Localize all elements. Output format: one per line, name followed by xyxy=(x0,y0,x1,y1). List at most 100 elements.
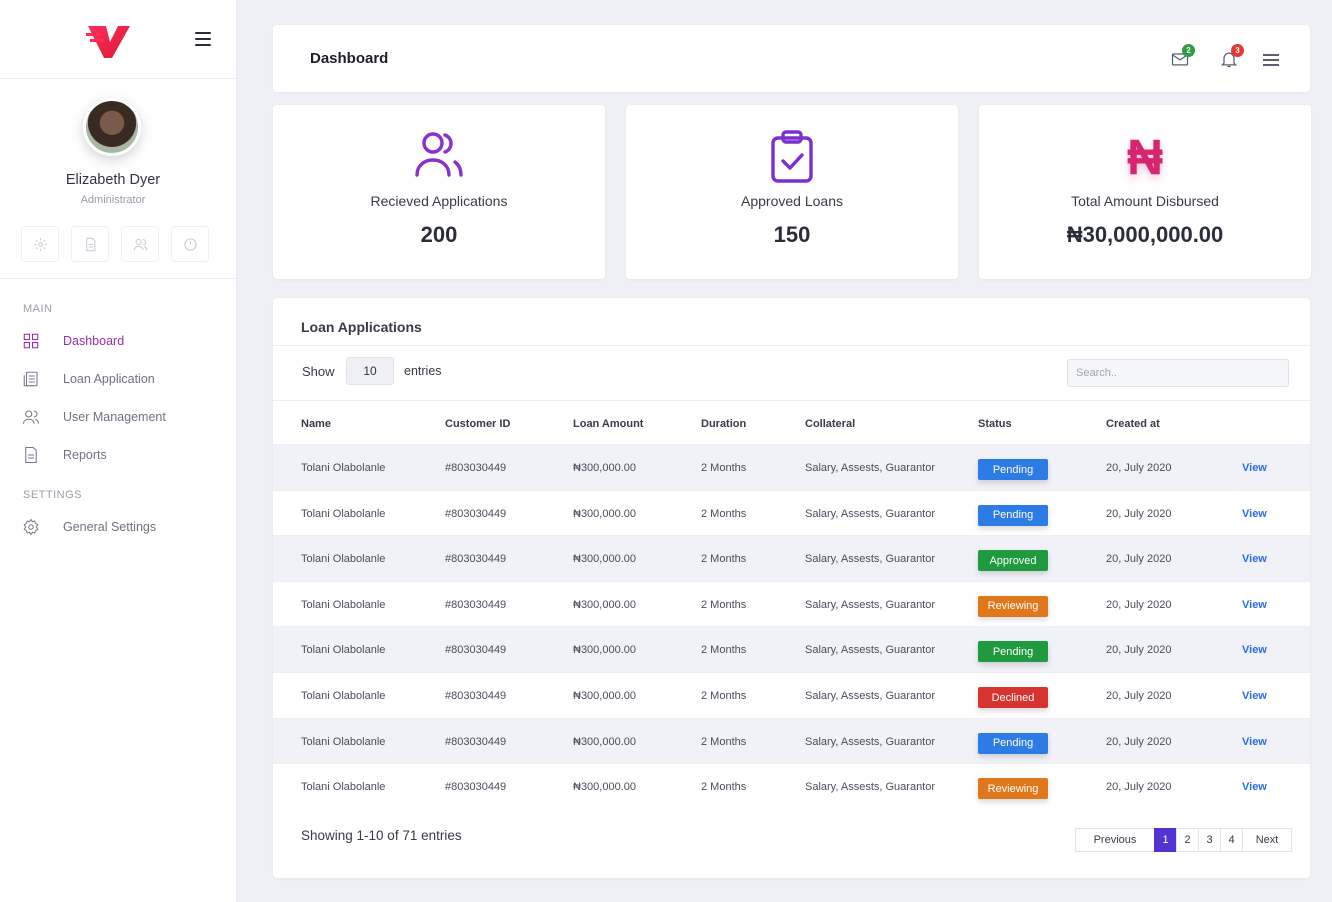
grid-icon xyxy=(23,333,39,349)
brand-logo[interactable] xyxy=(86,22,132,60)
sidebar-item-reports[interactable]: Reports xyxy=(22,446,107,464)
cell-collateral: Salary, Assests, Guarantor xyxy=(805,462,936,474)
cell-loan-amount: ₦300,000.00 xyxy=(573,598,636,611)
view-link[interactable]: View xyxy=(1242,462,1267,474)
stat-label: Approved Loans xyxy=(741,193,843,209)
cell-loan-amount: ₦300,000.00 xyxy=(573,735,636,748)
cell-created-at: 20, July 2020 xyxy=(1106,644,1172,657)
column-header-loan-amount[interactable]: Loan Amount xyxy=(573,418,644,430)
status-badge: Reviewing xyxy=(978,778,1048,800)
cell-name: Tolani Olabolanle xyxy=(301,507,386,520)
cell-duration: 2 Months xyxy=(701,462,747,474)
status-badge: Pending xyxy=(978,732,1048,754)
naira-icon: ₦ xyxy=(1126,129,1164,185)
page-3-button[interactable]: 3 xyxy=(1198,828,1221,852)
view-link[interactable]: View xyxy=(1242,735,1267,748)
table-row: Tolani Olabolanle #803030449 ₦300,000.00 2 … xyxy=(273,763,1310,809)
cell-collateral: Salary, Assests, Guarantor xyxy=(805,644,936,657)
cell-loan-amount: ₦300,000.00 xyxy=(573,462,636,474)
stat-value: ₦30,000,000.00 xyxy=(1066,222,1224,247)
gear-icon xyxy=(23,518,39,536)
column-header-status[interactable]: Status xyxy=(978,418,1012,430)
search-input[interactable] xyxy=(1067,359,1289,387)
table-header: Name Customer ID Loan Amount Duration Co… xyxy=(273,400,1310,444)
status-badge: Pending xyxy=(978,641,1048,663)
user-name: Elizabeth Dyer xyxy=(65,172,161,188)
entries-select[interactable]: 10 xyxy=(346,357,394,385)
header-menu-button[interactable] xyxy=(1263,54,1279,66)
page-2-button[interactable]: 2 xyxy=(1176,828,1199,852)
column-header-customer-id[interactable]: Customer ID xyxy=(445,418,511,430)
sidebar-item-user-management[interactable]: User Management xyxy=(22,408,166,426)
cell-collateral: Salary, Assests, Guarantor xyxy=(805,553,936,566)
table-row: Tolani Olabolanle #803030449 ₦300,000.00 2 … xyxy=(273,717,1310,764)
cell-duration: 2 Months xyxy=(701,598,747,611)
stat-value: 150 xyxy=(773,222,811,247)
sidebar-item-label: Reports xyxy=(63,448,107,462)
cell-name: Tolani Olabolanle xyxy=(301,644,386,657)
notifications-button[interactable]: 3 xyxy=(1219,44,1244,69)
cell-duration: 2 Months xyxy=(701,644,747,657)
view-link[interactable]: View xyxy=(1242,507,1267,520)
users-icon xyxy=(133,238,147,250)
view-link[interactable]: View xyxy=(1242,781,1267,794)
sidebar-item-dashboard[interactable]: Dashboard xyxy=(22,332,124,350)
page-1-button[interactable]: 1 xyxy=(1154,828,1177,852)
messages-count-badge: 2 xyxy=(1182,44,1195,57)
cell-customer-id: #803030449 xyxy=(445,507,507,520)
quick-documents-button[interactable] xyxy=(71,226,109,262)
view-link[interactable]: View xyxy=(1242,598,1267,611)
messages-button[interactable]: 2 xyxy=(1170,44,1195,69)
previous-page-button[interactable]: Previous xyxy=(1075,828,1155,852)
nav-section-settings: SETTINGS xyxy=(23,489,83,501)
show-label: Show xyxy=(302,364,335,379)
sidebar-item-label: Dashboard xyxy=(63,334,125,348)
sidebar-item-label: Loan Application xyxy=(63,372,155,386)
status-badge: Declined xyxy=(978,687,1048,708)
users-icon xyxy=(415,132,463,177)
loan-applications-card: Loan Applications Show 10 entries Name C… xyxy=(273,298,1310,878)
table-row: Tolani Olabolanle #803030449 ₦300,000.00 2 … xyxy=(273,672,1310,718)
column-header-created-at[interactable]: Created at xyxy=(1106,418,1160,430)
column-header-name[interactable]: Name xyxy=(301,418,331,430)
cell-customer-id: #803030449 xyxy=(445,644,507,657)
quick-users-button[interactable] xyxy=(121,226,159,262)
page-4-button[interactable]: 4 xyxy=(1220,828,1243,852)
cell-created-at: 20, July 2020 xyxy=(1106,690,1172,702)
view-link[interactable]: View xyxy=(1242,553,1267,566)
cell-customer-id: #803030449 xyxy=(445,690,507,702)
column-header-collateral[interactable]: Collateral xyxy=(805,418,856,430)
cell-duration: 2 Months xyxy=(701,690,747,702)
cell-name: Tolani Olabolanle xyxy=(301,690,386,702)
column-header-duration[interactable]: Duration xyxy=(701,418,747,430)
quick-history-button[interactable] xyxy=(171,226,209,262)
view-link[interactable]: View xyxy=(1242,644,1267,657)
cell-duration: 2 Months xyxy=(701,553,747,566)
cell-collateral: Salary, Assests, Guarantor xyxy=(805,690,936,702)
cell-customer-id: #803030449 xyxy=(445,553,507,566)
avatar[interactable] xyxy=(83,98,141,156)
sidebar-item-label: General Settings xyxy=(63,520,157,534)
stat-value: 200 xyxy=(420,222,458,247)
notifications-count-badge: 3 xyxy=(1231,44,1244,57)
cell-loan-amount: ₦300,000.00 xyxy=(573,781,636,794)
pagination: Previous 1 2 3 4 Next xyxy=(1075,828,1292,852)
cell-created-at: 20, July 2020 xyxy=(1106,781,1172,794)
cell-customer-id: #803030449 xyxy=(445,781,507,794)
next-page-button[interactable]: Next xyxy=(1242,828,1292,852)
sidebar-item-general-settings[interactable]: General Settings xyxy=(22,518,156,536)
sidebar-item-loan-application[interactable]: Loan Application xyxy=(22,370,155,388)
user-role: Administrator xyxy=(80,194,146,206)
cell-created-at: 20, July 2020 xyxy=(1106,507,1172,520)
cell-created-at: 20, July 2020 xyxy=(1106,598,1172,611)
cell-collateral: Salary, Assests, Guarantor xyxy=(805,507,936,520)
quick-actions xyxy=(21,226,209,262)
cell-loan-amount: ₦300,000.00 xyxy=(573,644,636,657)
view-link[interactable]: View xyxy=(1242,690,1267,702)
list-doc-icon xyxy=(23,371,38,387)
users-icon xyxy=(22,410,40,424)
quick-settings-button[interactable] xyxy=(21,226,59,262)
pagination-info: Showing 1-10 of 71 entries xyxy=(301,828,462,843)
divider xyxy=(273,345,1310,346)
sidebar-toggle-button[interactable] xyxy=(195,32,211,46)
